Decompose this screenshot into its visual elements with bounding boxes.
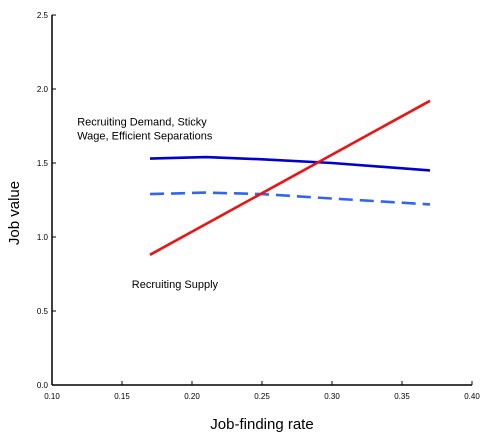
- x-tick-label: 0.15: [114, 392, 130, 401]
- y-tick-label: 2.0: [37, 85, 49, 94]
- annotation-line: Recruiting Supply: [132, 279, 219, 291]
- annotation-layer: Recruiting Demand, Sticky Wage, Efficient…: [77, 116, 218, 291]
- x-tick-label: 0.25: [254, 392, 270, 401]
- annotation-line: Recruiting Demand, Sticky: [77, 116, 207, 128]
- y-ticks: 0.0 0.5 1.0 1.5 2.0 2.5: [37, 11, 56, 390]
- series-line-3: [149, 99, 431, 256]
- x-axis-title: Job-finding rate: [210, 416, 313, 433]
- annotation-1: Recruiting Demand, Sticky Wage, Efficient…: [77, 116, 213, 142]
- x-tick-label: 0.30: [324, 392, 340, 401]
- y-tick-label: 2.5: [37, 11, 49, 20]
- x-tick-label: 0.35: [394, 392, 410, 401]
- y-axis-title: Job value: [6, 181, 23, 245]
- series-layer: [149, 99, 431, 256]
- x-tick-label: 0.20: [184, 392, 200, 401]
- y-tick-label: 1.0: [37, 233, 49, 242]
- y-tick-label: 0.5: [37, 307, 49, 316]
- x-ticks: 0.10 0.15 0.20 0.25 0.30 0.35 0.40: [44, 381, 480, 401]
- y-tick-label: 0.0: [37, 381, 49, 390]
- series-line-1: [149, 155, 431, 172]
- x-tick-label: 0.40: [464, 392, 480, 401]
- x-tick-label: 0.10: [44, 392, 60, 401]
- series-line-2: [149, 191, 431, 206]
- y-tick-label: 1.5: [37, 159, 49, 168]
- annotation-2: Recruiting Supply: [132, 279, 219, 291]
- annotation-line: Wage, Efficient Separations: [77, 130, 213, 142]
